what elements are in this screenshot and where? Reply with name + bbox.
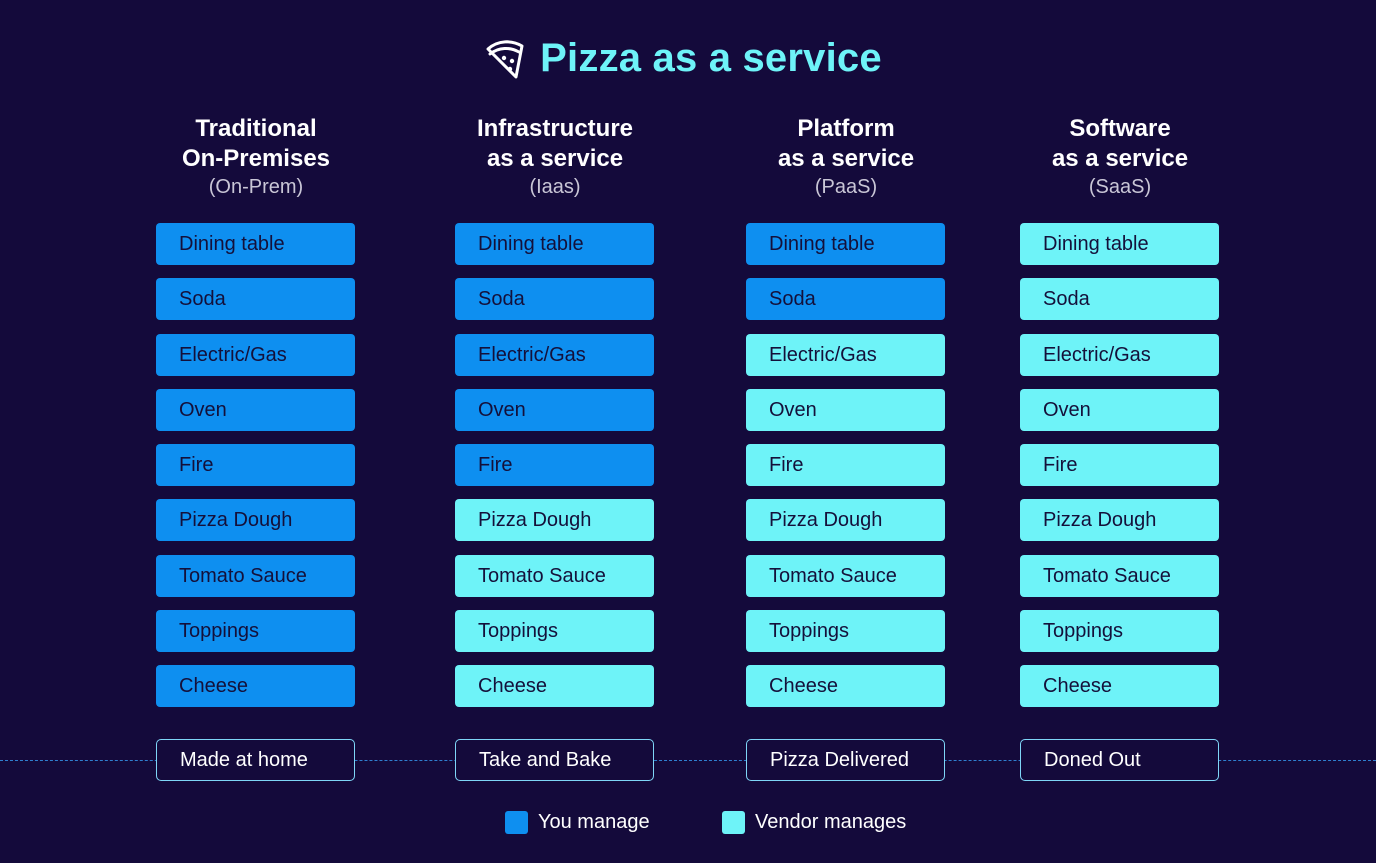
stack-item: Tomato Sauce — [455, 555, 654, 597]
stack-item: Fire — [1020, 444, 1219, 486]
column-heading: Software as a service — [990, 114, 1250, 174]
stack-item: Soda — [156, 278, 355, 320]
column-heading-line: Platform — [797, 115, 895, 142]
column-heading-line: as a service — [486, 145, 624, 172]
page-title: Pizza as a service — [540, 36, 882, 80]
stack-item: Toppings — [156, 610, 355, 652]
stack-item: Oven — [1020, 389, 1219, 431]
column-2: Platform as a service (PaaS) Dining table So… — [716, 0, 976, 863]
stack-item: Pizza Dough — [1020, 499, 1219, 541]
stack-item: Dining table — [1020, 223, 1219, 265]
stack-item: Tomato Sauce — [156, 555, 355, 597]
column-abbreviation: (On-Prem) — [208, 176, 304, 198]
stack-item: Oven — [156, 389, 355, 431]
legend-swatch-you — [505, 811, 528, 834]
stack-item: Toppings — [746, 610, 945, 652]
stack-item: Toppings — [455, 610, 654, 652]
service-model-footer: Made at home — [156, 739, 355, 781]
stack-item: Soda — [455, 278, 654, 320]
legend-label-you: You manage — [538, 811, 650, 833]
legend-you: You manage — [505, 811, 650, 834]
stack-item: Dining table — [746, 223, 945, 265]
stack-item: Cheese — [1020, 665, 1219, 707]
stack-item: Soda — [1020, 278, 1219, 320]
stack-item: Oven — [455, 389, 654, 431]
column-0: Traditional On-Premises (On-Prem) Dining ta… — [126, 0, 386, 863]
legend-swatch-vendor — [722, 811, 745, 834]
stack-item: Pizza Dough — [455, 499, 654, 541]
column-abbreviation: (Iaas) — [529, 176, 581, 198]
title-row: Pizza as a service — [0, 36, 1376, 81]
stack-item: Fire — [156, 444, 355, 486]
stack-item: Electric/Gas — [1020, 334, 1219, 376]
column-3: Software as a service (SaaS) Dining table So… — [990, 0, 1250, 863]
column-heading: Infrastructure as a service — [425, 114, 685, 174]
stack-item: Cheese — [455, 665, 654, 707]
stack-item: Fire — [746, 444, 945, 486]
stack-item: Dining table — [156, 223, 355, 265]
stack-item: Pizza Dough — [746, 499, 945, 541]
stack-item: Electric/Gas — [746, 334, 945, 376]
legend-vendor: Vendor manages — [722, 811, 906, 834]
stack-item: Electric/Gas — [156, 334, 355, 376]
stack-item: Pizza Dough — [156, 499, 355, 541]
legend-label-vendor: Vendor manages — [755, 811, 907, 833]
stack-item: Cheese — [746, 665, 945, 707]
stack-item: Tomato Sauce — [746, 555, 945, 597]
stack-item: Fire — [455, 444, 654, 486]
stack-item: Electric/Gas — [455, 334, 654, 376]
column-heading-line: Traditional — [195, 115, 317, 142]
service-model-footer: Take and Bake — [455, 739, 654, 781]
stack-item: Toppings — [1020, 610, 1219, 652]
column-abbreviation: (PaaS) — [814, 176, 878, 198]
column-heading: Platform as a service — [716, 114, 976, 174]
divider-dashed-line — [0, 760, 1376, 761]
column-heading-line: as a service — [1051, 145, 1189, 172]
stack-item: Oven — [746, 389, 945, 431]
stack-item: Dining table — [455, 223, 654, 265]
pizza-slice-icon — [486, 39, 524, 78]
column-heading-line: Infrastructure — [476, 115, 634, 142]
stack-item: Tomato Sauce — [1020, 555, 1219, 597]
column-heading-line: Software — [1069, 115, 1171, 142]
stack-item: Soda — [746, 278, 945, 320]
column-1: Infrastructure as a service (Iaas) Dining t… — [425, 0, 685, 863]
stack-item: Cheese — [156, 665, 355, 707]
column-abbreviation: (SaaS) — [1088, 176, 1152, 198]
column-heading: Traditional On-Premises — [126, 114, 386, 174]
service-model-footer: Doned Out — [1020, 739, 1219, 781]
column-heading-line: On-Premises — [181, 145, 331, 172]
service-model-footer: Pizza Delivered — [746, 739, 945, 781]
column-heading-line: as a service — [777, 145, 915, 172]
